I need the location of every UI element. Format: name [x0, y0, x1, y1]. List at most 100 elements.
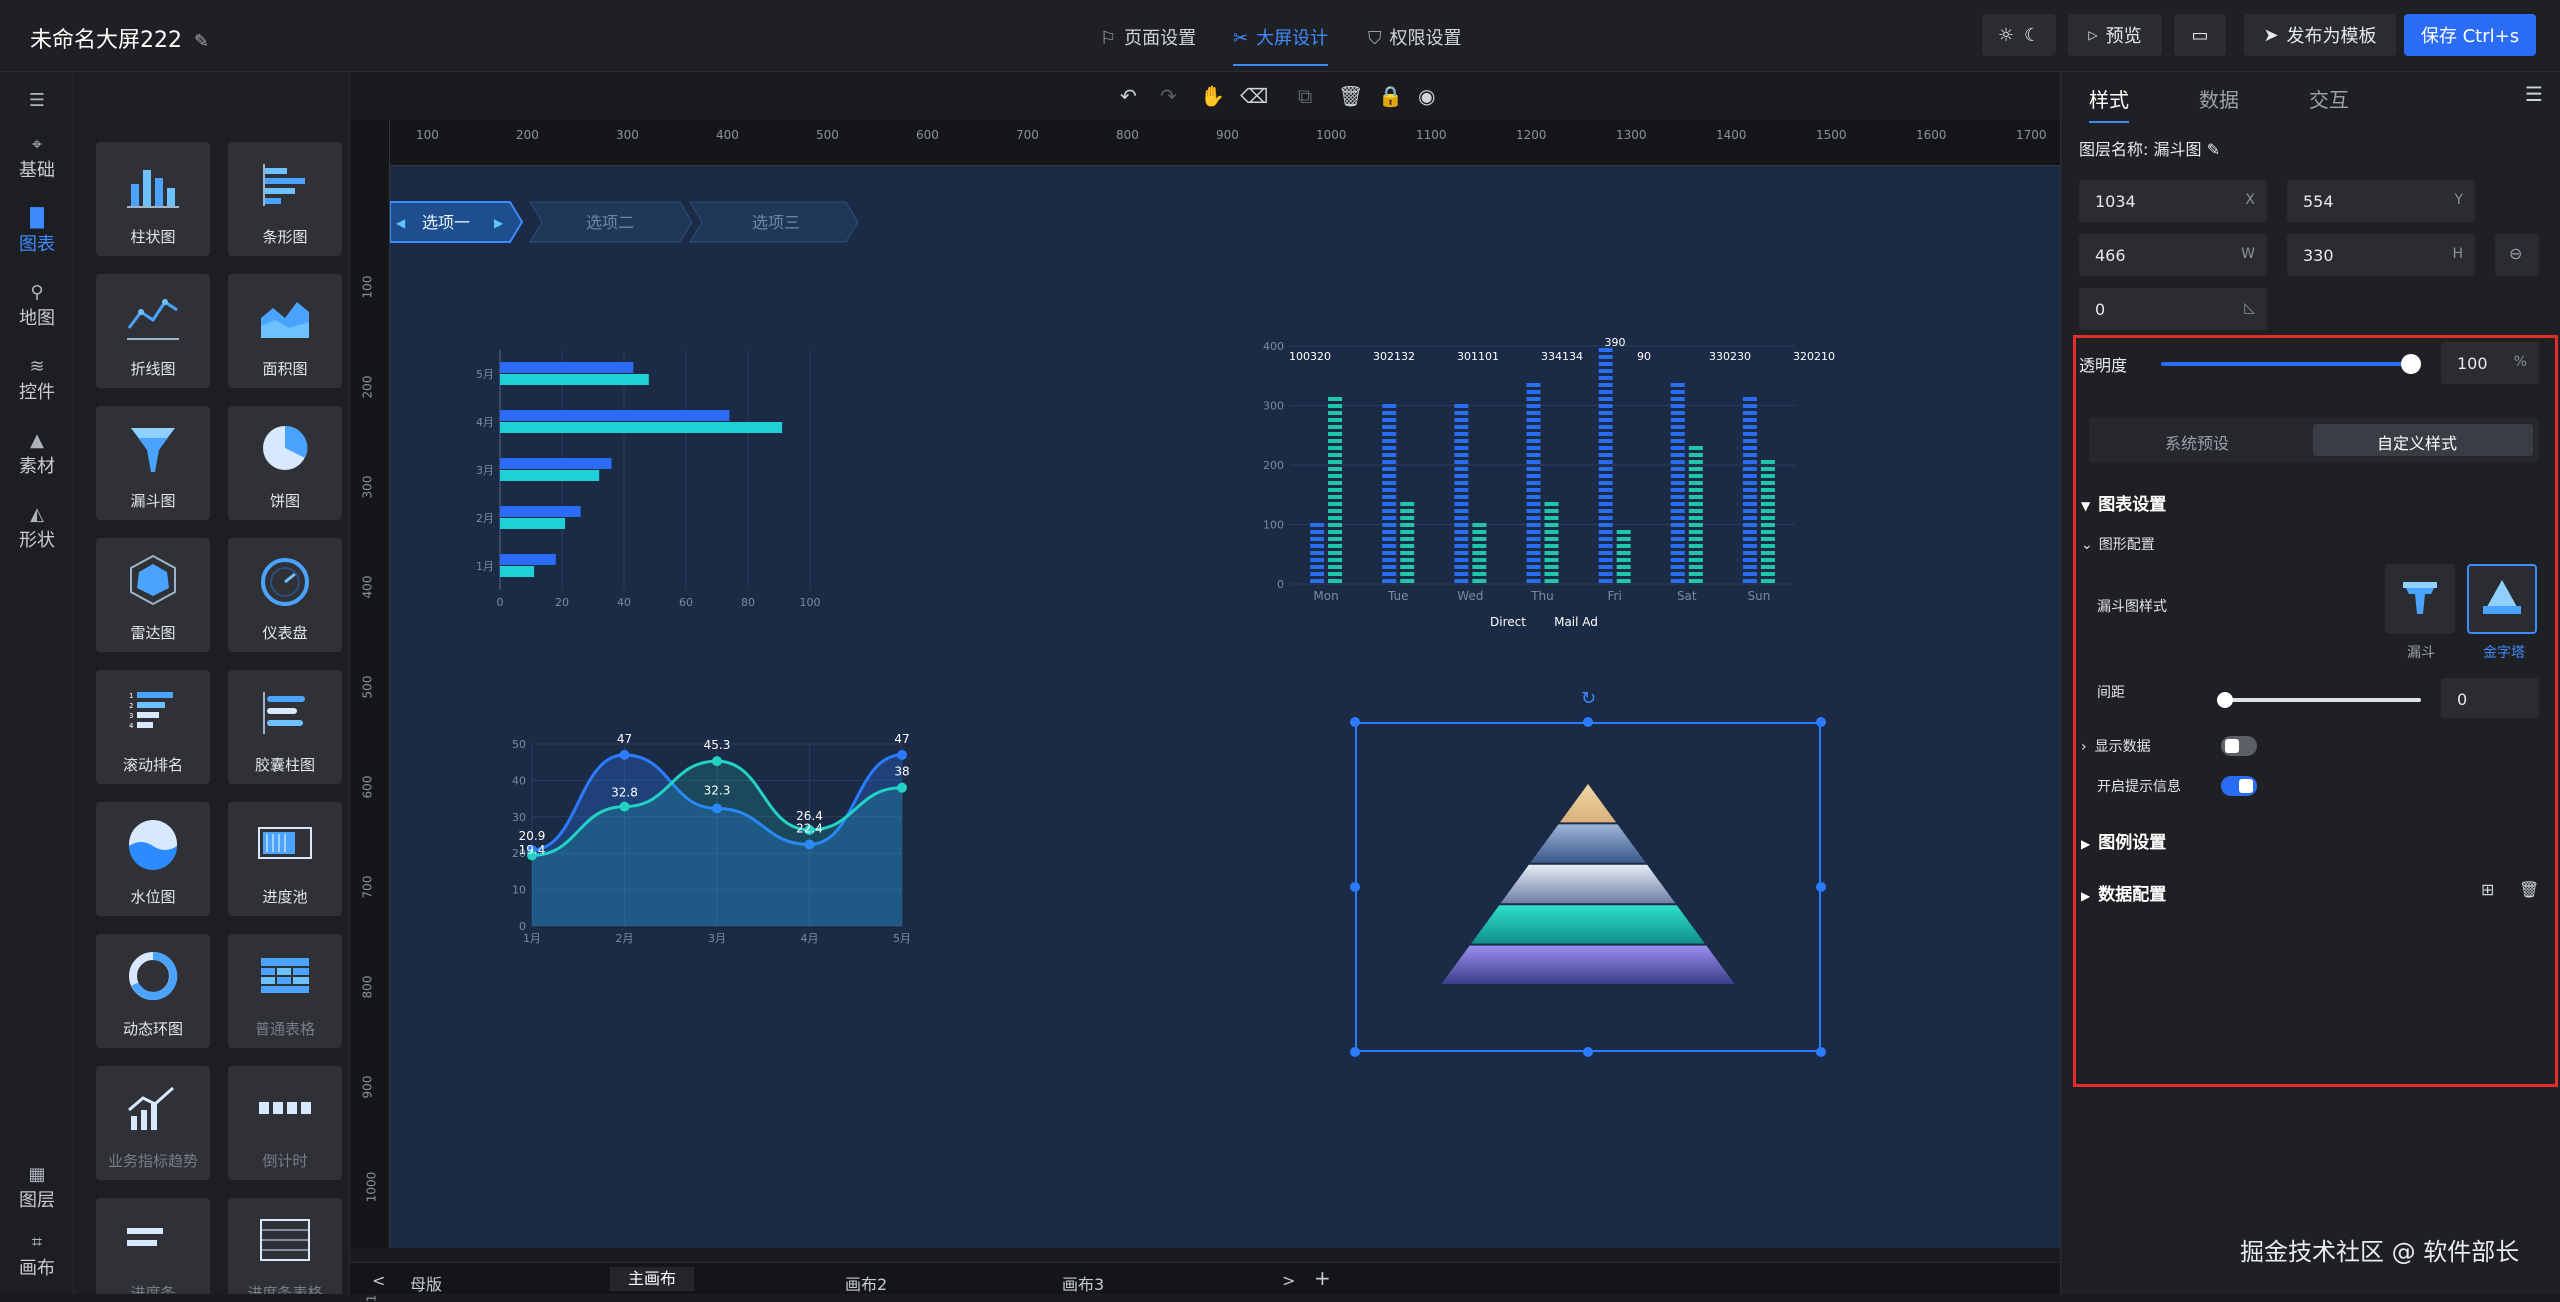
chart-settings-section[interactable]: ▼ 图表设置: [2081, 495, 2167, 515]
component-progress-bar[interactable]: 进度条: [96, 1198, 210, 1294]
nav-map[interactable]: ⚲ 地图: [0, 282, 74, 330]
lock-ratio-button[interactable]: ⊖: [2495, 234, 2539, 276]
design-canvas[interactable]: ◀ ▶ 选项一 选项二 选项三 0 20 40 60 80 100 1月 2月 3月 4月 5月 0…: [390, 166, 2060, 1248]
area-line-chart[interactable]: 0 10 20 30 40 50 1月 2月 3月 4月 5月 20.919.4 47 32.8 45.3 3…: [500, 726, 930, 966]
pyramid-chart[interactable]: [1357, 724, 1819, 1050]
horizontal-bar-chart[interactable]: 0 20 40 60 80 100 1月 2月 3月 4月 5月: [460, 336, 820, 616]
project-title[interactable]: 未命名大屏222 ✎: [30, 28, 210, 53]
resize-handle[interactable]: [1583, 717, 1593, 727]
tab-screen-design[interactable]: ✂ 大屏设计: [1233, 24, 1329, 66]
resize-handle[interactable]: [1350, 717, 1360, 727]
component-area-chart[interactable]: 面积图: [228, 274, 342, 388]
opacity-slider[interactable]: [2161, 354, 2421, 374]
shape-config-section[interactable]: ⌄ 图形配置: [2081, 537, 2155, 553]
nav-canvas[interactable]: ⌗ 画布: [0, 1232, 74, 1280]
tab-option-3[interactable]: 选项三: [752, 213, 800, 232]
nav-shape[interactable]: ◭ 形状: [0, 504, 74, 552]
add-canvas-icon[interactable]: +: [1314, 1266, 1331, 1290]
screen-button[interactable]: ▭: [2174, 14, 2226, 56]
resize-handle[interactable]: [1583, 1047, 1593, 1057]
selected-funnel-widget[interactable]: [1355, 722, 1821, 1052]
component-normal-table[interactable]: 普通表格: [228, 934, 342, 1048]
tab-data[interactable]: 数据: [2199, 88, 2239, 112]
theme-toggle[interactable]: ☼ ☾: [1982, 14, 2056, 56]
data-config-section[interactable]: ▶ 数据配置: [2081, 885, 2167, 905]
edit-layer-name-icon[interactable]: ✎: [2206, 140, 2221, 159]
collapse-panel-icon[interactable]: ☰: [2525, 82, 2543, 106]
tooltip-toggle[interactable]: [2221, 776, 2257, 796]
height-field[interactable]: 330 H: [2287, 234, 2475, 276]
nav-material[interactable]: ▲ 素材: [0, 430, 74, 478]
eye-icon[interactable]: ◉: [1418, 84, 1436, 108]
resize-handle[interactable]: [1816, 1047, 1826, 1057]
system-preset-option[interactable]: 系统预设: [2165, 434, 2230, 453]
next-canvas-icon[interactable]: >: [1282, 1271, 1296, 1290]
component-dynamic-ring[interactable]: 动态环图: [96, 934, 210, 1048]
prev-canvas-icon[interactable]: <: [372, 1271, 386, 1290]
add-data-icon[interactable]: ⊞: [2481, 880, 2495, 899]
redo-icon[interactable]: ↷: [1160, 84, 1177, 108]
undo-icon[interactable]: ↶: [1120, 84, 1137, 108]
show-data-toggle[interactable]: [2221, 736, 2257, 756]
component-water-level[interactable]: 水位图: [96, 802, 210, 916]
tab-option-2[interactable]: 选项二: [586, 213, 634, 232]
resize-handle[interactable]: [1350, 882, 1360, 892]
opacity-input[interactable]: 100%: [2441, 342, 2539, 384]
component-countdown[interactable]: 倒计时: [228, 1066, 342, 1180]
hand-icon[interactable]: ✋: [1200, 84, 1225, 108]
gap-slider[interactable]: [2217, 692, 2421, 708]
tab-selector-widget[interactable]: ◀ ▶ 选项一 选项二 选项三: [390, 198, 870, 246]
component-capsule-bar[interactable]: 胶囊柱图: [228, 670, 342, 784]
legend-settings-section[interactable]: ▶ 图例设置: [2081, 833, 2167, 853]
tab-page-settings[interactable]: ⚐ 页面设置: [1100, 28, 1197, 49]
component-progress-pool[interactable]: 进度池: [228, 802, 342, 916]
save-button[interactable]: 保存 Ctrl+s: [2404, 14, 2536, 56]
canvas-tab-master[interactable]: 母版: [410, 1275, 443, 1294]
delete-icon[interactable]: 🗑: [1338, 84, 1364, 108]
width-field[interactable]: 466 W: [2079, 234, 2267, 276]
component-progress-table[interactable]: 进度条表格: [228, 1198, 342, 1294]
show-data-section[interactable]: › 显示数据: [2081, 739, 2151, 755]
publish-template-button[interactable]: ➤ 发布为模板: [2244, 14, 2396, 56]
component-kpi-trend[interactable]: 业务指标趋势: [96, 1066, 210, 1180]
resize-handle[interactable]: [1816, 717, 1826, 727]
component-horizontal-bar[interactable]: 条形图: [228, 142, 342, 256]
tab-interaction[interactable]: 交互: [2309, 88, 2349, 112]
lock-icon[interactable]: 🔒: [1378, 84, 1403, 108]
copy-icon[interactable]: ⧉: [1298, 84, 1313, 108]
nav-control[interactable]: ≋ 控件: [0, 356, 74, 404]
tab-permission-settings[interactable]: ⛉ 权限设置: [1368, 28, 1462, 49]
component-pie-chart[interactable]: 饼图: [228, 406, 342, 520]
component-radar-chart[interactable]: 雷达图: [96, 538, 210, 652]
preview-button[interactable]: ▷ 预览: [2068, 14, 2162, 56]
canvas-tab-main[interactable]: 主画布: [610, 1267, 695, 1291]
component-gauge[interactable]: 仪表盘: [228, 538, 342, 652]
vertical-bar-chart[interactable]: 0 100 200 300 400 Mon Tue Wed Thu Fri Sat Sun 100320…: [1250, 326, 1840, 626]
y-field[interactable]: 554 Y: [2287, 180, 2475, 222]
custom-style-option[interactable]: 自定义样式: [2313, 424, 2533, 456]
canvas-tab-2[interactable]: 画布2: [845, 1275, 888, 1294]
nav-basic[interactable]: ⌖ 基础: [0, 134, 74, 182]
nav-chart[interactable]: ▐▌ 图表: [0, 208, 74, 256]
delete-data-icon[interactable]: 🗑: [2519, 880, 2540, 899]
component-line-chart[interactable]: 折线图: [96, 274, 210, 388]
component-funnel-chart[interactable]: 漏斗图: [96, 406, 210, 520]
layer-name-value[interactable]: 漏斗图: [2153, 140, 2202, 159]
nav-layers[interactable]: ▦ 图层: [0, 1164, 74, 1212]
rotate-handle-icon[interactable]: ↻: [1581, 688, 1597, 709]
gap-input[interactable]: 0: [2441, 678, 2539, 718]
resize-handle[interactable]: [1350, 1047, 1360, 1057]
rotation-field[interactable]: 0 ◺: [2079, 288, 2267, 330]
pyramid-style-option[interactable]: [2467, 564, 2537, 634]
x-field[interactable]: 1034 X: [2079, 180, 2267, 222]
clear-icon[interactable]: ⌫: [1240, 84, 1269, 108]
edit-title-icon[interactable]: ✎: [194, 31, 210, 52]
tab-style[interactable]: 样式: [2089, 84, 2129, 123]
tab-option-1[interactable]: 选项一: [422, 213, 470, 232]
opacity-slider-knob[interactable]: [2401, 354, 2421, 374]
gap-slider-knob[interactable]: [2217, 692, 2233, 708]
canvas-tab-3[interactable]: 画布3: [1062, 1275, 1105, 1294]
nav-toggle-icon[interactable]: ☰: [28, 90, 46, 111]
resize-handle[interactable]: [1816, 882, 1826, 892]
